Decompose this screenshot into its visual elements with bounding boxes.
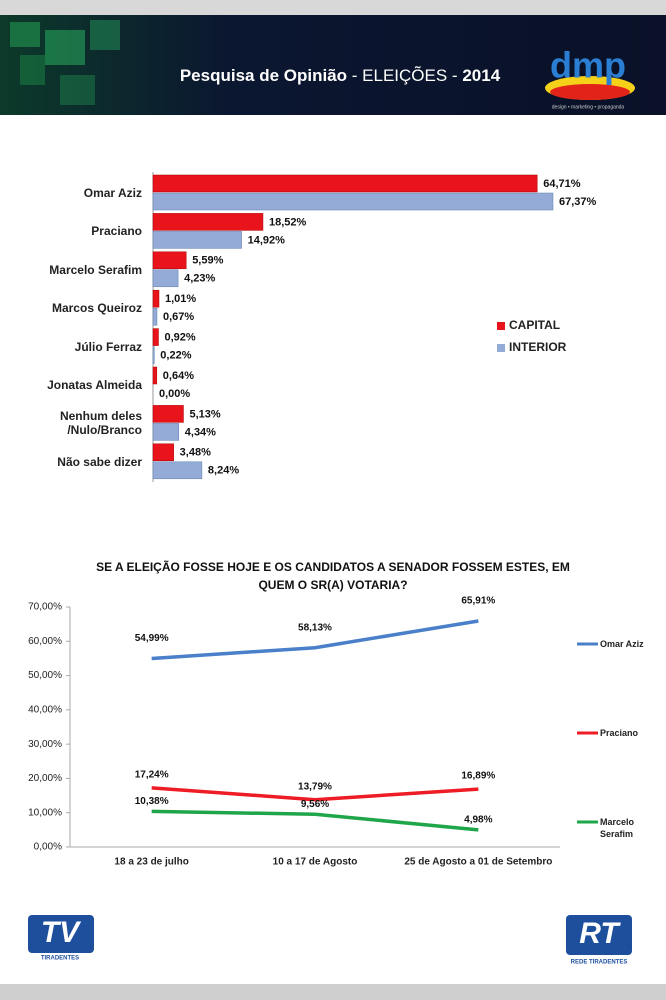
series-line (151, 619, 479, 661)
deco-square (10, 22, 40, 47)
y-tick-label: 0,00% (34, 842, 62, 853)
value-label: 54,99% (135, 633, 169, 644)
legend-label: INTERIOR (509, 340, 567, 354)
value-label: 5,59% (192, 255, 223, 267)
logo-tagline: design • marketing • propaganda (552, 104, 625, 110)
legend-label: Omar Aziz (600, 639, 644, 649)
y-tick-label: 10,00% (28, 807, 62, 818)
y-tick-label: 50,00% (28, 670, 62, 681)
tv-logo-caption: TIRADENTES (41, 956, 79, 962)
value-label: 18,52% (269, 216, 307, 228)
bar (152, 231, 242, 249)
bar (152, 307, 158, 326)
rt-logo-caption: REDE TIRADENTES (571, 960, 628, 966)
value-label: 14,92% (248, 234, 286, 246)
bar (152, 269, 179, 288)
year: 2014 (462, 66, 500, 85)
value-label: 1,01% (165, 293, 196, 305)
rt-logo: RT (579, 917, 621, 950)
legend-swatch (497, 344, 505, 352)
deco-square (45, 30, 85, 65)
logo: dmp (550, 45, 626, 86)
value-label: 58,13% (298, 622, 332, 633)
value-label: 10,38% (135, 796, 169, 807)
legend-label: CAPITAL (509, 318, 560, 332)
bar (152, 366, 158, 385)
value-label: 4,98% (464, 815, 492, 826)
value-label: 4,23% (184, 273, 215, 285)
value-label: 17,24% (135, 770, 169, 781)
category-label: Praciano (91, 224, 142, 239)
bar (152, 174, 538, 193)
bar (152, 423, 180, 441)
value-label: 65,91% (461, 596, 495, 607)
bar (152, 328, 159, 346)
bar (152, 289, 160, 308)
category-label: Marcelo Serafim (49, 262, 142, 277)
bottom-bar (0, 984, 666, 1000)
value-label: 0,22% (160, 350, 191, 362)
legend-label: Marcelo Serafim (600, 817, 635, 839)
chart-title: SE A ELEIÇÃO FOSSE HOJE E OS CANDIDATOS … (96, 560, 570, 592)
value-label: 0,92% (164, 332, 195, 344)
bar (152, 346, 155, 364)
value-label: 13,79% (298, 781, 332, 792)
x-tick-label: 18 a 23 de julho (114, 857, 188, 868)
series-line (151, 786, 479, 802)
value-label: 3,48% (180, 447, 211, 459)
value-label: 0,67% (163, 311, 194, 323)
deco-square (90, 20, 120, 50)
y-tick-label: 60,00% (28, 636, 62, 647)
category-label: Nenhum deles /Nulo/Branco (59, 409, 142, 438)
value-label: 67,37% (559, 196, 597, 208)
value-label: 5,13% (189, 408, 220, 420)
category-label: Jonatas Almeida (47, 378, 142, 392)
deco-square (20, 55, 45, 85)
deco-square (60, 75, 95, 105)
value-label: 9,56% (301, 799, 329, 810)
logo-swoosh (550, 84, 630, 100)
y-tick-label: 20,00% (28, 773, 62, 784)
category-label: Marcos Queiroz (51, 301, 142, 316)
value-label: 16,89% (461, 771, 495, 782)
x-tick-label: 25 de Agosto a 01 de Setembro (404, 857, 552, 868)
x-tick-label: 10 a 17 de Agosto (273, 857, 358, 868)
legend-swatch (497, 322, 505, 330)
tv-logo-box (28, 915, 94, 953)
rt-logo-box (566, 915, 632, 955)
bar (152, 213, 264, 231)
value-label: 8,24% (208, 465, 239, 477)
top-bar (0, 0, 666, 15)
header-title: Pesquisa de Opinião - ELEIÇÕES - 2014 (180, 66, 501, 85)
bar (152, 192, 554, 211)
tv-logo: TV (41, 916, 82, 949)
y-tick-label: 30,00% (28, 739, 62, 750)
category-label: Não sabe dizer (57, 454, 142, 469)
y-tick-label: 70,00% (28, 602, 62, 613)
value-label: 0,64% (163, 370, 194, 382)
value-label: 0,00% (159, 388, 190, 400)
title: Pesquisa de Opinião (180, 66, 347, 85)
value-label: 64,71% (543, 178, 581, 190)
category-label: Júlio Ferraz (74, 339, 142, 354)
series-line (151, 809, 479, 832)
y-tick-label: 40,00% (28, 704, 62, 715)
bar (152, 461, 203, 480)
bar (152, 251, 187, 270)
subtitle: - ELEIÇÕES - (352, 66, 458, 85)
legend-label: Praciano (600, 728, 639, 738)
category-label: Omar Aziz (83, 186, 142, 200)
value-label: 4,34% (185, 426, 216, 438)
bar (152, 405, 184, 423)
bar (152, 443, 174, 462)
